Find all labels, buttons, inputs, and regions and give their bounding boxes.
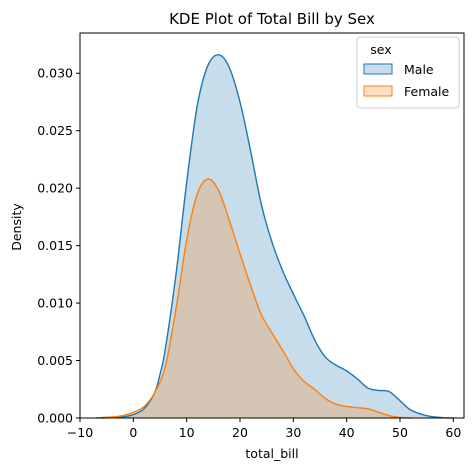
y-tick-label: 0.010 <box>37 296 73 311</box>
x-tick-label: 20 <box>232 425 248 440</box>
legend: sex Male Female <box>356 36 460 109</box>
y-tick-label: 0.030 <box>37 66 73 81</box>
x-axis-label: total_bill <box>245 446 298 461</box>
y-tick-label: 0.015 <box>37 238 73 253</box>
legend-title: sex <box>370 42 391 57</box>
legend-swatch-male <box>363 63 393 75</box>
x-tick-label: 0 <box>129 425 137 440</box>
density-fills <box>96 54 454 419</box>
x-tick-label: −10 <box>67 425 93 440</box>
axes <box>79 32 465 419</box>
legend-label-female: Female <box>404 84 450 99</box>
legend-frame <box>356 36 460 109</box>
x-tick-label: 10 <box>179 425 195 440</box>
density-fill-female <box>96 178 411 418</box>
y-tick-label: 0.005 <box>37 353 73 368</box>
y-tick-label: 0.000 <box>37 411 73 426</box>
legend-label-male: Male <box>404 62 434 77</box>
plot-frame <box>79 32 465 419</box>
x-tick-label: 50 <box>392 425 408 440</box>
x-axis-ticks: −10 0 10 20 30 40 50 60 <box>67 418 461 440</box>
density-line-female <box>95 178 411 419</box>
density-fill-male <box>101 54 454 419</box>
y-tick-label: 0.025 <box>37 123 73 138</box>
y-tick-label: 0.020 <box>37 181 73 196</box>
y-axis-ticks: 0.000 0.005 0.010 0.015 0.020 0.025 0.030 <box>37 66 80 426</box>
density-lines <box>95 54 454 419</box>
x-tick-label: 60 <box>445 425 461 440</box>
x-tick-label: 30 <box>285 425 301 440</box>
x-tick-label: 40 <box>339 425 355 440</box>
y-axis-label: Density <box>9 203 24 251</box>
chart-title: KDE Plot of Total Bill by Sex <box>169 10 375 28</box>
density-line-male <box>101 54 454 419</box>
legend-swatch-female <box>363 85 393 97</box>
